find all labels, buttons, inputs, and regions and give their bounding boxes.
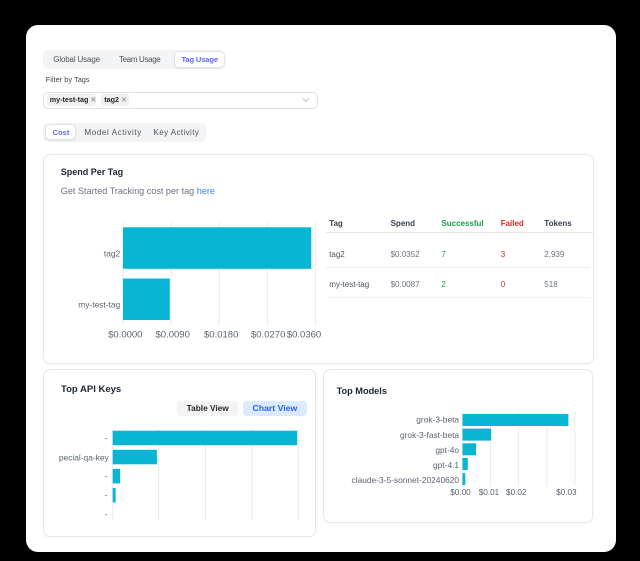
svg-text:tag2: tag2 <box>104 249 121 259</box>
svg-text:my-test-tag: my-test-tag <box>78 299 120 309</box>
svg-text:$0.01: $0.01 <box>479 488 500 497</box>
svg-text:gpt-4o: gpt-4o <box>435 445 459 455</box>
svg-text:$0.0360: $0.0360 <box>287 330 321 341</box>
svg-text:-: - <box>105 509 108 519</box>
svg-text:-: - <box>105 490 108 500</box>
svg-text:gpt-4.1: gpt-4.1 <box>433 460 459 470</box>
svg-text:$0.02: $0.02 <box>506 488 527 497</box>
svg-text:$0.00: $0.00 <box>450 488 471 497</box>
svg-text:$0.03: $0.03 <box>556 488 577 497</box>
svg-text:claude-3-5-sonnet-20240620: claude-3-5-sonnet-20240620 <box>352 475 460 485</box>
svg-text:$0.0090: $0.0090 <box>156 330 190 341</box>
svg-text:pecial-qa-key: pecial-qa-key <box>59 453 110 463</box>
svg-text:$0.0000: $0.0000 <box>108 330 142 341</box>
svg-text:-: - <box>105 432 108 442</box>
svg-text:$0.0270: $0.0270 <box>251 330 285 341</box>
svg-text:grok-3-beta: grok-3-beta <box>416 415 459 425</box>
svg-text:$0.0180: $0.0180 <box>204 330 238 341</box>
svg-text:grok-3-fast-beta: grok-3-fast-beta <box>400 430 459 440</box>
svg-text:-: - <box>105 471 108 481</box>
